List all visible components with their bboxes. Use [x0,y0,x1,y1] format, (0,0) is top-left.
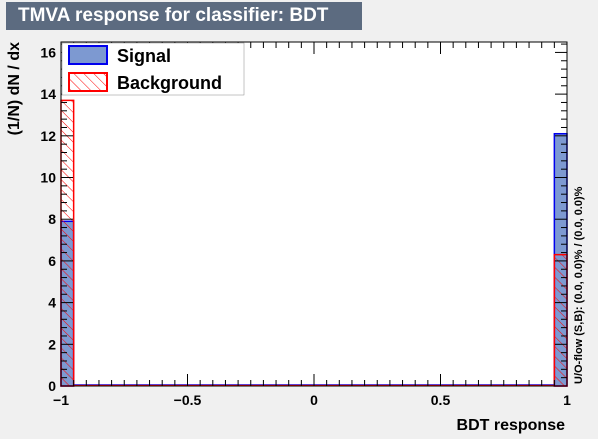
y-tick-label: 0 [48,378,56,394]
x-tick-label: 1 [563,392,571,408]
y-tick-label: 14 [40,86,56,102]
y-tick-label: 8 [48,211,56,227]
legend-swatch-background [68,72,108,92]
y-tick-label: 4 [48,295,56,311]
legend-label-background: Background [117,73,222,93]
x-tick-label: −0.5 [174,392,202,408]
plot-area [61,42,567,386]
overflow-annotation: U/O-flow (S,B): (0.0, 0.0)% / (0.0, 0.0)… [573,186,585,384]
x-tick-label: 0.5 [431,392,451,408]
x-tick-label: 0 [310,392,318,408]
y-tick-label: 2 [48,336,56,352]
background-bar [60,99,75,387]
y-tick-label: 6 [48,253,56,269]
y-tick-label: 10 [40,170,56,186]
legend: Signal Background [61,42,245,96]
x-tick-label: −1 [53,392,69,408]
y-tick-label: 16 [40,44,56,60]
y-tick-label: 12 [40,128,56,144]
chart-title: TMVA response for classifier: BDT [6,2,362,30]
y-axis-title: (1/N) dN / dx [6,42,23,135]
x-axis-title: BDT response [457,417,566,434]
background-bar [553,253,568,387]
legend-swatch-signal [68,45,108,65]
legend-label-signal: Signal [117,46,171,66]
